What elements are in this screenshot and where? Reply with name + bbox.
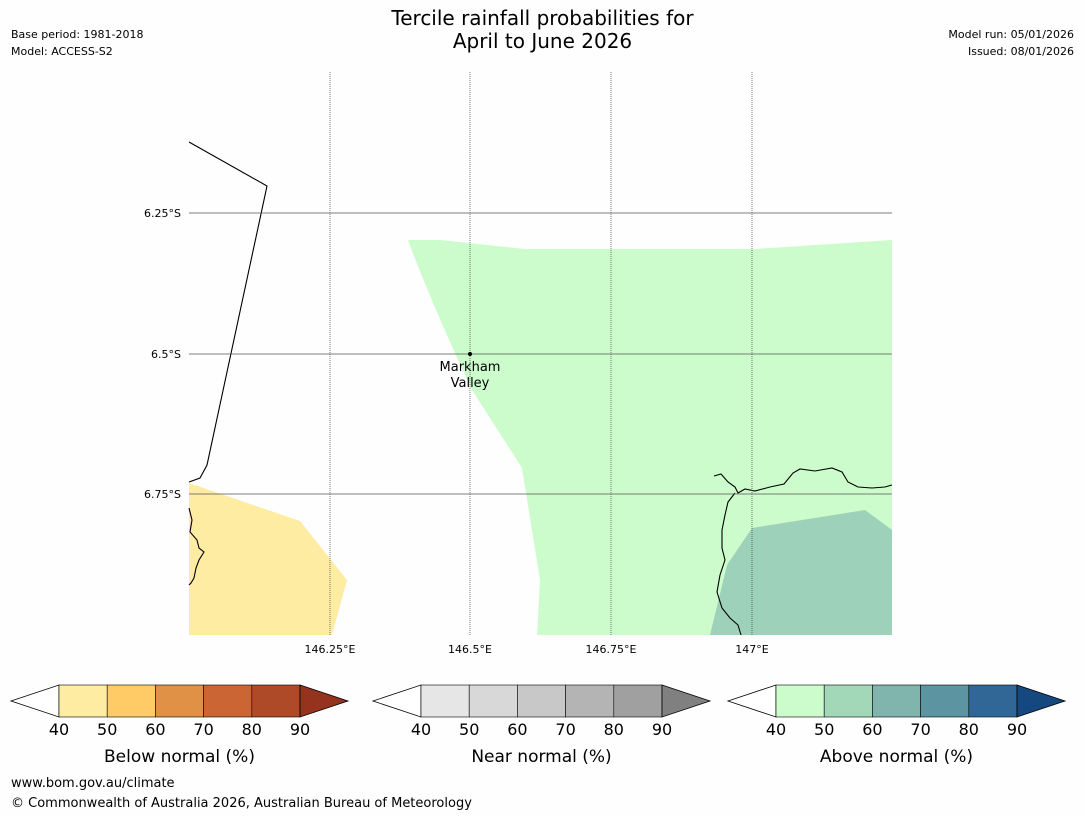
colorbar-min-extension [726,684,777,718]
colorbar-max-extension [299,684,350,718]
coastline-west [188,141,268,483]
colorbar-tick-label: 70 [910,720,930,739]
colorbar-tick-label: 60 [507,720,527,739]
colorbar-segment [468,684,518,718]
colorbar-title: Near normal (%) [471,747,611,767]
above-normal-area-2 [710,510,892,635]
colorbar-segment [872,684,921,718]
colorbar-tick-label: 70 [555,720,575,739]
colorbar-segment [920,684,970,718]
colorbar-segment [968,684,1018,718]
colorbar-below-normal: 40 50 60 70 80 90 Below normal (%) [9,684,350,767]
coastline-west-south [188,507,205,586]
lon-label: 146.5°E [448,643,492,656]
lat-label: 6.5°S [151,348,181,361]
colorbar-near-normal: 40 50 60 70 80 90 Near normal (%) [371,684,712,767]
colorbar-tick-label: 60 [862,720,882,739]
latitude-labels: 6.25°S 6.5°S 6.75°S [144,207,181,501]
lon-label: 146.25°E [305,643,356,656]
issued-text: Issued: 08/01/2026 [967,45,1074,58]
colorbar-max-extension [1016,684,1067,718]
colorbar-tick-label: 50 [814,720,834,739]
meta-left: Base period: 1981-2018 Model: ACCESS-S2 [11,26,143,60]
colorbar-tick-label: 50 [459,720,479,739]
lon-label: 147°E [735,643,768,656]
footer-url[interactable]: www.bom.gov.au/climate [11,776,175,791]
colorbar-min-extension [9,684,60,718]
colorbar-segment [823,684,873,718]
title-line-2: April to June 2026 [452,29,633,53]
lat-label: 6.75°S [144,488,181,501]
lat-label: 6.25°S [144,207,181,220]
colorbar-tick-label: 90 [290,720,310,739]
title-line-1: Tercile rainfall probabilities for [391,6,694,30]
colorbar-segment [565,684,615,718]
colorbar-segment [613,684,663,718]
map-title: Tercile rainfall probabilities for April… [0,7,1085,53]
colorbar-above-normal: 40 50 60 70 80 90 Above normal (%) [726,684,1067,767]
longitude-labels: 146.25°E 146.5°E 146.75°E 147°E [305,643,769,656]
location-marker [468,352,472,356]
colorbar-title: Below normal (%) [104,747,255,767]
colorbar-title: Above normal (%) [820,747,973,767]
colorbar-tick-label: 40 [411,720,431,739]
base-period-text: Base period: 1981-2018 [11,28,144,41]
coastline-east-south [716,492,742,636]
colorbar-tick-label: 80 [604,720,624,739]
colorbar-tick-label: 40 [766,720,786,739]
footer-copyright: © Commonwealth of Australia 2026, Austra… [11,796,472,811]
colorbar-segment [517,684,566,718]
colorbar-segment [155,684,204,718]
graticule [189,72,892,635]
coastline-east [713,467,893,494]
place-label-line-1: Markham [440,360,501,375]
colorbar-tick-label: 50 [97,720,117,739]
meta-right: Model run: 05/01/2026 Issued: 08/01/2026 [948,26,1074,60]
map-panel: Markham Valley [188,72,893,636]
colorbar-min-extension [371,684,422,718]
colorbar-segment [420,684,470,718]
colorbar-tick-label: 70 [193,720,213,739]
lon-label: 146.75°E [586,643,637,656]
colorbar-segment [251,684,301,718]
footer: www.bom.gov.au/climate © Commonwealth of… [11,774,472,814]
colorbar-segment [58,684,108,718]
below-normal-area [189,483,347,635]
colorbar-tick-label: 80 [959,720,979,739]
place-label-line-2: Valley [451,376,490,391]
colorbar-tick-label: 60 [145,720,165,739]
model-run-text: Model run: 05/01/2026 [948,28,1074,41]
colorbar-max-extension [661,684,712,718]
colorbar-tick-label: 90 [652,720,672,739]
colorbar-tick-label: 80 [242,720,262,739]
colorbar-segment [775,684,825,718]
colorbar-segment [203,684,253,718]
model-text: Model: ACCESS-S2 [11,45,113,58]
colorbar-tick-label: 40 [49,720,69,739]
colorbar-tick-label: 90 [1007,720,1027,739]
colorbar-segment [106,684,156,718]
